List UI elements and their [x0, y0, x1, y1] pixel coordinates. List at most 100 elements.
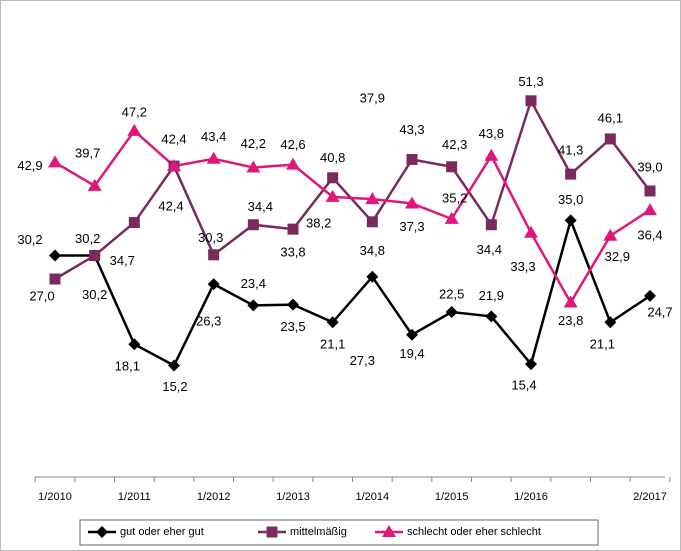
data-label: 41,3 — [558, 143, 583, 158]
data-point — [444, 211, 459, 224]
data-label: 42,2 — [241, 136, 266, 151]
data-point — [128, 338, 141, 351]
data-point — [207, 278, 220, 291]
legend-marker — [96, 526, 108, 538]
data-label: 35,2 — [442, 190, 467, 205]
data-label: 26,3 — [196, 314, 221, 329]
data-point — [406, 328, 418, 341]
data-point — [445, 306, 458, 318]
legend-label: schlecht oder eher schlecht — [407, 526, 541, 538]
data-point — [643, 203, 657, 216]
data-label: 39,0 — [637, 159, 662, 174]
data-label: 35,0 — [558, 192, 583, 207]
data-label: 34,4 — [248, 199, 273, 214]
data-point — [365, 192, 380, 205]
x-tick-label: 1/2010 — [38, 491, 72, 503]
data-label: 37,3 — [399, 219, 424, 234]
data-point — [49, 249, 61, 262]
data-point — [446, 161, 458, 173]
data-label: 43,4 — [201, 129, 226, 144]
data-label: 27,0 — [29, 288, 54, 303]
data-point — [484, 148, 499, 161]
series-line — [54, 129, 651, 305]
data-point — [524, 225, 538, 238]
data-point — [485, 310, 498, 323]
data-point — [128, 217, 140, 229]
data-label: 42,9 — [17, 158, 42, 173]
data-point — [206, 151, 221, 164]
data-point — [644, 185, 656, 197]
x-tick-label: 2/2017 — [633, 491, 667, 503]
data-label: 51,3 — [518, 74, 543, 89]
data-point — [603, 228, 618, 241]
data-label: 18,1 — [115, 359, 140, 374]
data-label: 42,6 — [280, 137, 305, 152]
data-label: 34,7 — [110, 253, 135, 268]
data-point — [525, 358, 537, 371]
data-label: 36,4 — [637, 228, 662, 243]
data-point — [563, 295, 578, 308]
data-label: 38,2 — [306, 215, 331, 230]
data-label: 43,3 — [399, 122, 424, 137]
data-label: 43,8 — [479, 126, 504, 141]
data-point — [485, 219, 497, 231]
legend-label: gut oder eher gut — [120, 526, 204, 538]
data-point — [168, 359, 180, 372]
data-label: 42,4 — [161, 132, 186, 147]
series-line — [54, 97, 651, 281]
data-label: 47,2 — [122, 104, 147, 119]
data-label: 21,9 — [479, 288, 504, 303]
data-label: 42,4 — [158, 199, 183, 214]
x-tick-label: 1/2012 — [197, 491, 231, 503]
data-point — [286, 157, 300, 170]
data-point — [604, 316, 617, 329]
legend-box — [79, 519, 599, 546]
data-point — [48, 155, 62, 168]
data-label: 46,1 — [598, 110, 623, 125]
legend-label: mittelmäßig — [290, 526, 347, 538]
data-label: 34,4 — [477, 242, 502, 257]
data-point — [287, 223, 299, 235]
data-point — [247, 219, 259, 231]
data-label: 30,2 — [82, 287, 107, 302]
data-label: 21,1 — [320, 337, 345, 352]
data-label: 42,3 — [442, 137, 467, 152]
data-label: 37,9 — [360, 91, 385, 106]
data-label: 33,8 — [280, 245, 305, 260]
x-tick-label: 1/2011 — [118, 491, 151, 503]
data-point — [87, 178, 102, 191]
data-label: 39,7 — [75, 145, 100, 160]
data-point — [406, 153, 418, 165]
data-label: 30,2 — [17, 232, 42, 247]
data-point — [644, 289, 656, 302]
data-label: 27,3 — [350, 353, 375, 368]
data-point — [208, 249, 220, 261]
data-label: 30,2 — [75, 231, 100, 246]
data-label: 23,5 — [280, 319, 305, 334]
legend-marker — [382, 525, 396, 537]
data-point — [525, 95, 537, 107]
data-point — [246, 160, 261, 173]
data-point — [287, 298, 299, 311]
data-label: 15,2 — [162, 379, 187, 394]
data-label: 24,7 — [647, 304, 672, 319]
data-point — [89, 250, 101, 262]
data-point — [325, 189, 340, 202]
data-point — [127, 123, 142, 136]
data-point — [247, 299, 260, 312]
x-tick-label: 1/2013 — [276, 491, 310, 503]
series-line — [55, 216, 651, 368]
data-point — [167, 159, 181, 172]
data-point — [405, 196, 419, 209]
data-label: 23,4 — [241, 276, 266, 291]
data-point — [366, 270, 379, 283]
x-tick-label: 1/2015 — [435, 491, 469, 503]
x-tick-label: 1/2016 — [514, 491, 548, 503]
data-label: 40,8 — [320, 150, 345, 165]
x-tick-label: 1/2014 — [356, 491, 390, 503]
data-label: 30,3 — [198, 230, 223, 245]
data-label: 19,4 — [399, 346, 424, 361]
data-point — [327, 172, 339, 184]
